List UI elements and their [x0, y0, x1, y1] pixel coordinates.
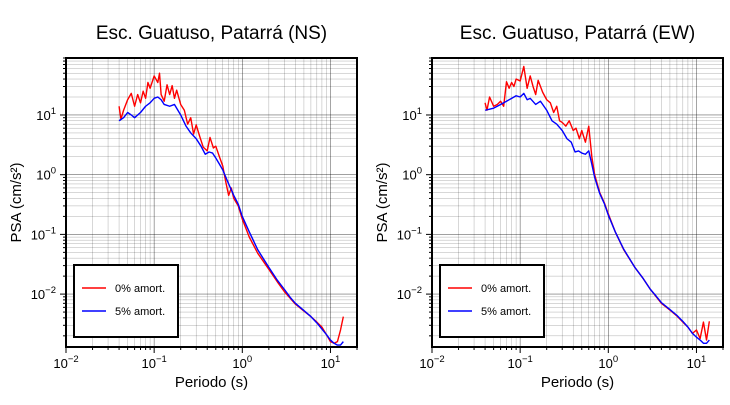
legend-box	[73, 264, 179, 338]
x-tick-label: 100	[232, 354, 252, 371]
chart-title: Esc. Guatuso, Patarrá (EW)	[460, 23, 695, 44]
x-tick-label: 101	[321, 354, 341, 371]
x-tick-label: 10−1	[507, 354, 532, 371]
y-tick-label: 100	[36, 166, 56, 183]
legend-label: 5% amort.	[115, 306, 165, 318]
y-axis-label: PSA (cm/s²)	[8, 162, 25, 242]
x-tick-label: 10−2	[419, 354, 444, 371]
chart-panel-2: 10−2 10−1 100 101 10−2 10−1 100 101 Esc. Guatuso…	[374, 23, 724, 391]
legend-box	[439, 264, 545, 338]
legend-label: 0% amort.	[481, 283, 531, 295]
legend-label: 0% amort.	[115, 283, 165, 295]
plot-frame	[65, 57, 358, 348]
plot-frame	[431, 57, 724, 348]
chart-panel-1: 10−2 10−1 100 101 10−2 10−1 100 101 Esc. Guatuso…	[8, 23, 358, 391]
y-tick-label: 10−2	[31, 285, 56, 302]
x-axis-label: Periodo (s)	[175, 374, 248, 391]
y-tick-label: 10−1	[31, 225, 56, 242]
x-tick-label: 100	[598, 354, 618, 371]
legend: 0% amort. 5% amort.	[439, 264, 545, 338]
x-tick-label: 101	[687, 354, 707, 371]
series-line-blue	[484, 92, 710, 344]
y-tick-label: 10−2	[397, 285, 422, 302]
y-tick-label: 101	[36, 106, 56, 123]
x-tick-label: 10−2	[53, 354, 78, 371]
grid-lines	[66, 58, 357, 347]
legend: 0% amort. 5% amort.	[73, 264, 179, 338]
legend-label: 5% amort.	[481, 306, 531, 318]
x-tick-label: 10−1	[141, 354, 166, 371]
chart-title: Esc. Guatuso, Patarrá (NS)	[96, 23, 327, 44]
x-axis-label: Periodo (s)	[541, 374, 614, 391]
series-line-blue	[118, 96, 344, 346]
y-tick-label: 101	[402, 106, 422, 123]
y-tick-label: 100	[402, 166, 422, 183]
y-tick-label: 10−1	[397, 225, 422, 242]
y-axis-label: PSA (cm/s²)	[374, 162, 391, 242]
